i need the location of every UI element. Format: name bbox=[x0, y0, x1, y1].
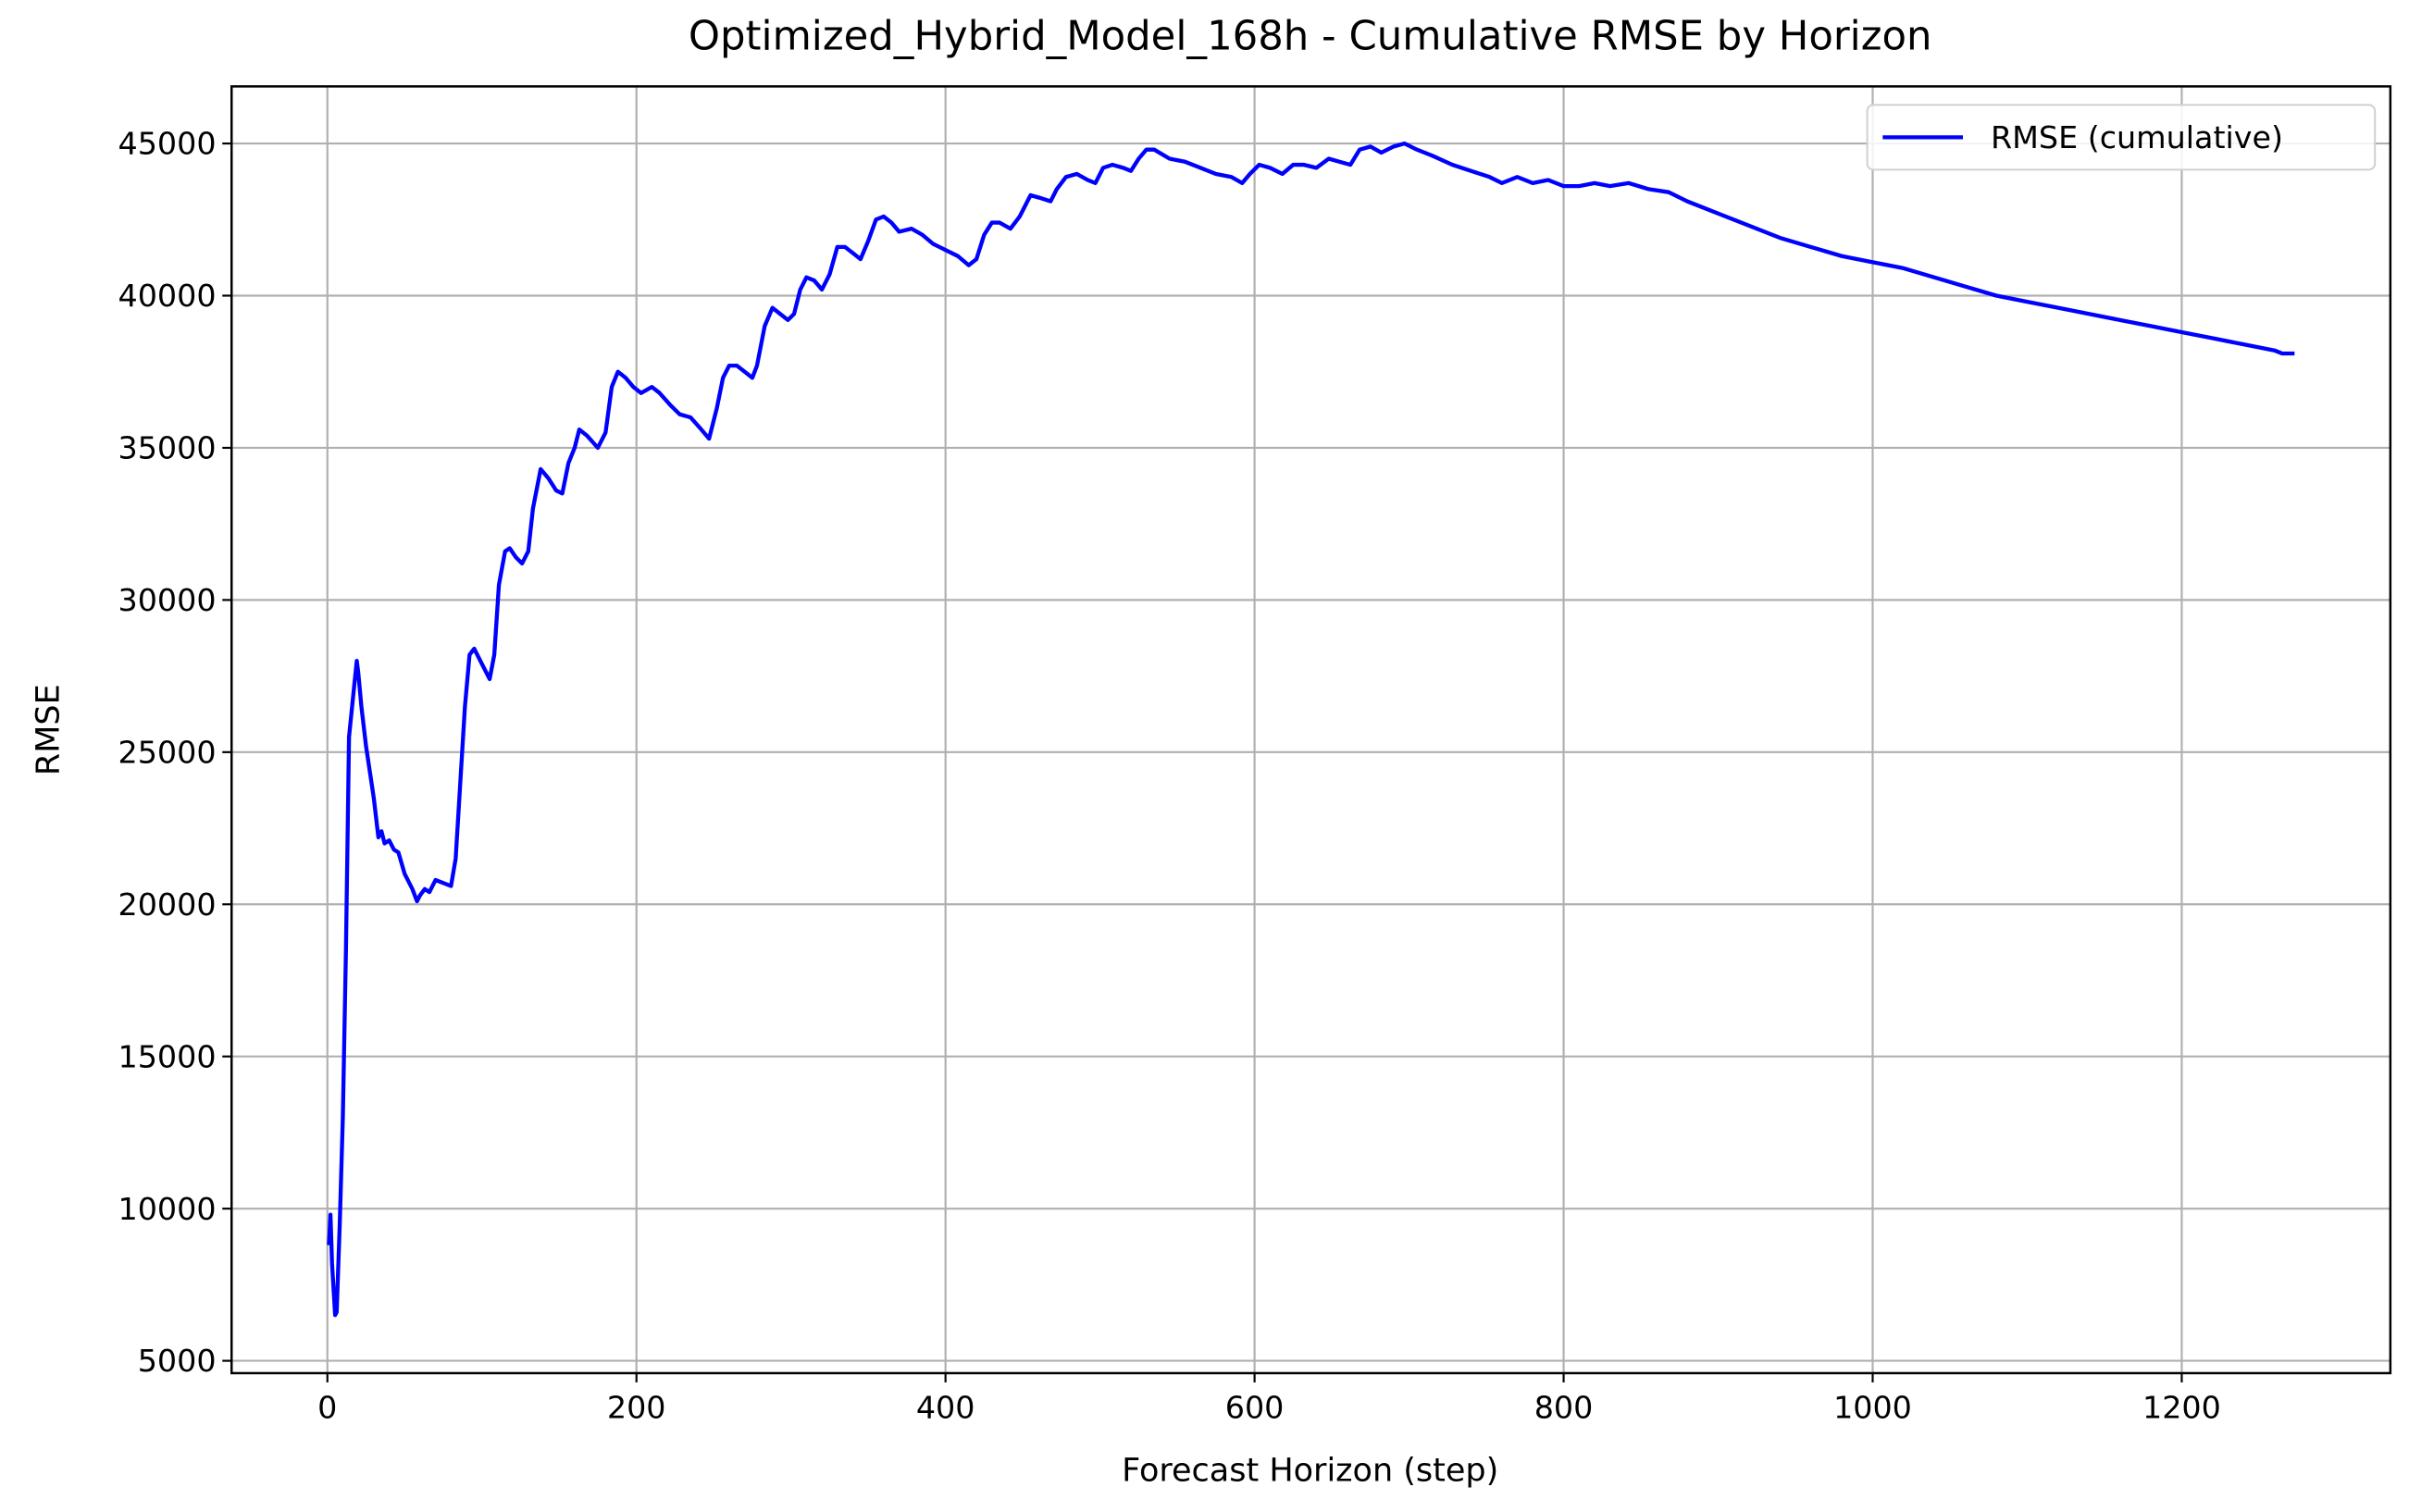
x-tick-label: 200 bbox=[607, 1389, 666, 1425]
data-line bbox=[327, 141, 2295, 1318]
x-tick-label: 800 bbox=[1534, 1389, 1594, 1425]
plot-frame bbox=[230, 85, 2392, 1375]
chart-title: Optimized_Hybrid_Model_168h - Cumulative… bbox=[689, 13, 1932, 59]
x-tick-label: 400 bbox=[916, 1389, 975, 1425]
y-tick-label: 20000 bbox=[118, 886, 217, 923]
legend-label: RMSE (cumulative) bbox=[1991, 119, 2283, 155]
y-tick-label: 45000 bbox=[118, 126, 217, 162]
x-tick-label: 600 bbox=[1225, 1389, 1285, 1425]
y-tick-label: 30000 bbox=[118, 582, 217, 618]
y-tick-label: 40000 bbox=[118, 278, 217, 314]
y-tick-label: 5000 bbox=[138, 1343, 217, 1379]
y-axis-label: RMSE bbox=[30, 684, 67, 775]
x-tick-label: 0 bbox=[317, 1389, 337, 1425]
y-tick-label: 15000 bbox=[118, 1038, 217, 1074]
x-tick-label: 1000 bbox=[1833, 1389, 1912, 1425]
x-axis-label: Forecast Horizon (step) bbox=[1122, 1453, 1498, 1490]
y-tick-label: 35000 bbox=[118, 430, 217, 466]
legend-box bbox=[1866, 104, 2377, 171]
legend: RMSE (cumulative) bbox=[1866, 104, 2377, 171]
y-tick-label: 25000 bbox=[118, 734, 217, 770]
x-tick-label: 1200 bbox=[2142, 1389, 2221, 1425]
y-tick-label: 10000 bbox=[118, 1191, 217, 1227]
